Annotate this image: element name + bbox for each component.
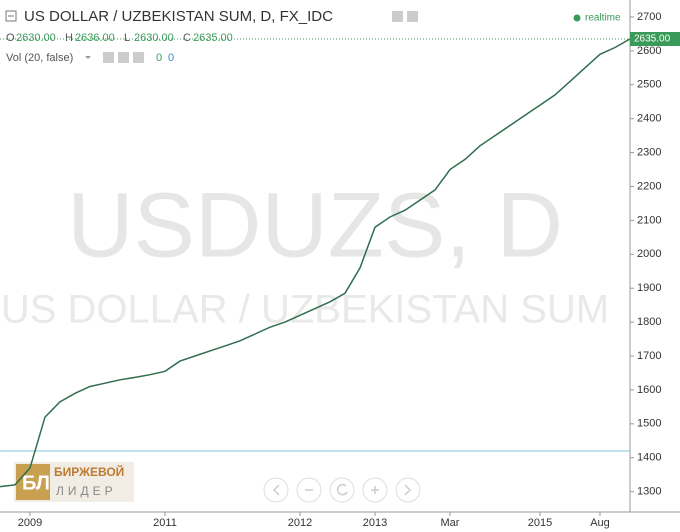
x-tick-label: Aug [590,517,610,529]
realtime-label: realtime [585,13,621,24]
zoom-icons [272,483,412,496]
x-tick-label: 2013 [363,517,387,529]
logo-line1: БИРЖЕВОЙ [54,464,124,479]
x-tick-label: 2012 [288,517,312,529]
ohlc-key: H [65,32,73,44]
scroll-right-button[interactable] [395,477,421,503]
last-price-tag [630,31,680,46]
ohlc-legend: O 2630.00 H 2636.00 L 2630.00 C 2635.00 [6,32,233,44]
y-tick-label: 2700 [637,11,661,23]
y-tick-label: 1600 [637,384,661,396]
ohlc-value: 2630.00 [134,32,174,44]
x-tick-label: 2011 [153,517,177,529]
ohlc-value: 2636.00 [75,32,115,44]
settings-icon[interactable] [133,52,144,63]
y-tick-label: 1800 [637,316,661,328]
settings-icon[interactable] [103,52,114,63]
y-tick-label: 2400 [637,113,661,125]
ohlc-key: C [183,32,191,44]
ohlc-key: L [124,32,130,44]
reset-button[interactable] [329,477,355,503]
logo-mark [16,464,50,500]
y-tick-label: 1500 [637,418,661,430]
zoom-controls [263,477,421,503]
watermark-symbol: USDUZS, D [67,174,563,276]
x-tick-label: 2015 [528,517,552,529]
ohlc-value: 2635.00 [193,32,233,44]
y-tick-label: 1700 [637,350,661,362]
y-tick-label: 2100 [637,214,661,226]
volume-value: 0 [168,52,174,64]
y-tick-label: 2000 [637,248,661,260]
ohlc-value: 2630.00 [16,32,56,44]
y-tick-label: 2600 [637,45,661,57]
volume-value: 0 [156,52,162,64]
y-tick-label: 1900 [637,282,661,294]
price-line [0,38,631,488]
collapse-icon[interactable] [5,10,17,22]
logo: БЛ БИРЖЕВОЙ ЛИДЕР [14,462,134,502]
dropdown-icon[interactable] [85,56,91,59]
volume-label: Vol (20, false) [6,52,73,64]
y-tick-label: 2200 [637,180,661,192]
x-tick-label: Mar [441,517,460,529]
ohlc-key: O [6,32,15,44]
realtime-dot [573,14,581,22]
logo-line2: ЛИДЕР [56,484,117,498]
settings-icon[interactable] [118,52,129,63]
y-tick-label: 2500 [637,79,661,91]
y-tick-label: 2300 [637,146,661,158]
y-tick-label: 1400 [637,452,661,464]
settings-icon[interactable] [392,11,403,22]
watermark-description: US DOLLAR / UZBEKISTAN SUM [1,288,609,332]
scroll-left-button[interactable] [263,477,289,503]
logo-letters: БЛ [22,472,50,494]
x-tick-label: 2009 [18,517,42,529]
y-tick-label: 1300 [637,486,661,498]
chart-title: US DOLLAR / UZBEKISTAN SUM, D, FX_IDC [24,8,333,25]
last-price-label: 2635.00 [634,34,671,45]
settings-icon[interactable] [407,11,418,22]
